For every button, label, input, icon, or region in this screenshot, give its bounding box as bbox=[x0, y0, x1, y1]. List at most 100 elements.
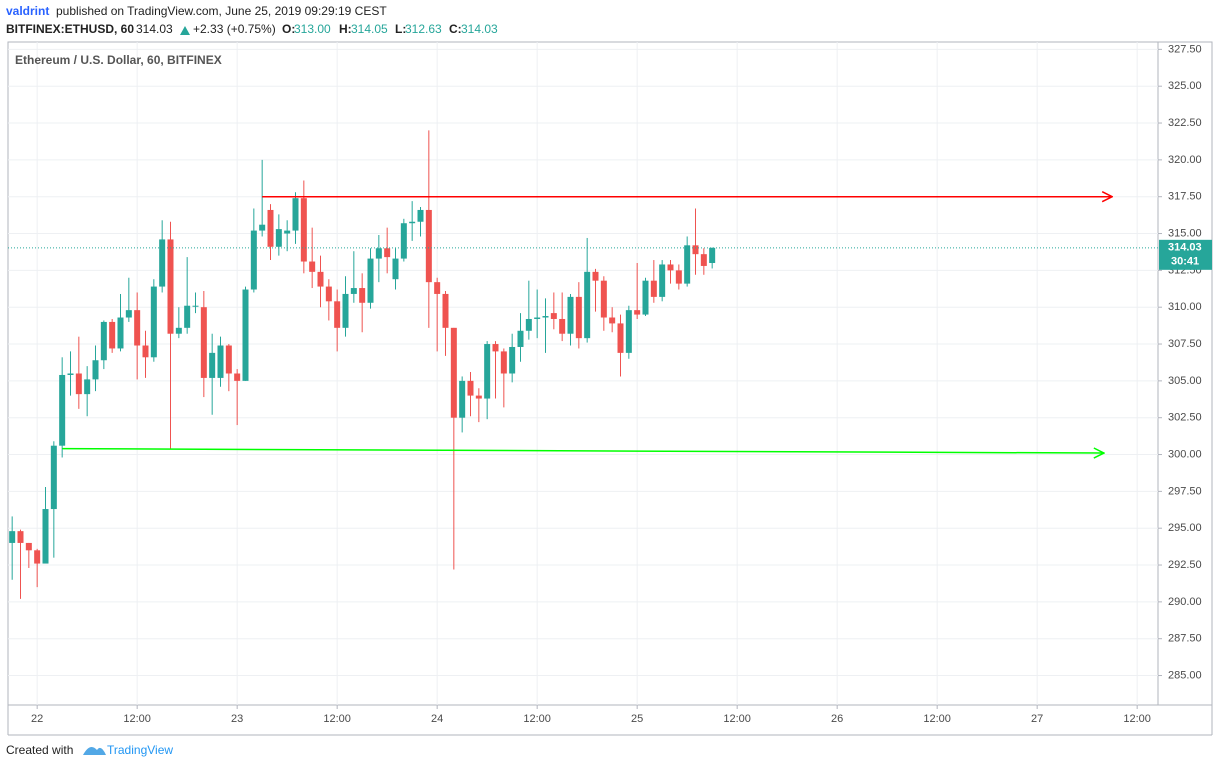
candle-body bbox=[500, 351, 507, 374]
candle-body bbox=[225, 345, 232, 374]
x-tick-label: 27 bbox=[1031, 713, 1043, 725]
symbol: BITFINEX:ETHUSD, 60 bbox=[6, 22, 134, 36]
candle-body bbox=[575, 296, 582, 339]
candle-body bbox=[75, 373, 82, 395]
candle-body bbox=[425, 209, 432, 283]
candle-body bbox=[475, 395, 482, 399]
x-tick-label: 24 bbox=[431, 713, 443, 725]
candle-body bbox=[17, 531, 24, 543]
candle-body bbox=[317, 271, 324, 287]
brand[interactable]: TradingView bbox=[107, 743, 173, 757]
candle-body bbox=[292, 198, 299, 231]
candle-body bbox=[67, 373, 74, 375]
candle-body bbox=[650, 280, 657, 297]
candle-body bbox=[309, 261, 316, 272]
candle-body bbox=[259, 224, 266, 231]
candle-body bbox=[375, 248, 382, 259]
candle-body bbox=[200, 307, 207, 378]
x-tick-label: 26 bbox=[831, 713, 843, 725]
candle-body bbox=[684, 245, 691, 284]
x-tick-label: 12:00 bbox=[323, 713, 351, 725]
ohlc-value: 314.03 bbox=[461, 22, 498, 36]
last-price: 314.03 bbox=[136, 22, 173, 36]
candle-body bbox=[675, 270, 682, 284]
candle-body bbox=[209, 352, 216, 378]
y-tick-label: 292.50 bbox=[1168, 559, 1202, 571]
candle-body bbox=[217, 345, 224, 378]
candle-body bbox=[134, 310, 141, 346]
y-tick-label: 290.00 bbox=[1168, 596, 1202, 608]
y-tick-label: 320.00 bbox=[1168, 154, 1202, 166]
y-tick-label: 305.00 bbox=[1168, 375, 1202, 387]
created-with: Created with bbox=[6, 743, 73, 757]
y-tick-label: 295.00 bbox=[1168, 522, 1202, 534]
candle-body bbox=[325, 286, 332, 302]
candle-body bbox=[84, 379, 91, 395]
candle-body bbox=[450, 327, 457, 418]
y-tick-label: 317.50 bbox=[1168, 191, 1202, 203]
candle-body bbox=[142, 345, 149, 358]
candle-body bbox=[159, 239, 166, 287]
candle-body bbox=[250, 230, 257, 290]
candle-body bbox=[559, 318, 566, 334]
x-tick-label: 12:00 bbox=[1123, 713, 1151, 725]
y-tick-label: 300.00 bbox=[1168, 448, 1202, 460]
grid bbox=[8, 42, 1158, 705]
candle-body bbox=[42, 509, 49, 564]
countdown: 30:41 bbox=[1171, 256, 1199, 268]
x-tick-label: 12:00 bbox=[723, 713, 751, 725]
candle-body bbox=[384, 248, 391, 258]
candle-body bbox=[125, 310, 132, 318]
candle-body bbox=[467, 380, 474, 396]
y-tick-label: 307.50 bbox=[1168, 338, 1202, 350]
candle-body bbox=[634, 310, 641, 315]
candle-body bbox=[600, 280, 607, 318]
y-tick-label: 327.50 bbox=[1168, 43, 1202, 55]
candle-body bbox=[659, 264, 666, 297]
candle-body bbox=[350, 288, 357, 294]
candle-body bbox=[409, 221, 416, 224]
candle-body bbox=[150, 286, 157, 358]
candle-body bbox=[242, 289, 249, 381]
frame bbox=[7, 41, 1213, 706]
candle-body bbox=[509, 346, 516, 374]
candle-body bbox=[484, 344, 491, 399]
candle-body bbox=[109, 321, 116, 349]
y-tick-label: 285.00 bbox=[1168, 669, 1202, 681]
candle-body bbox=[592, 271, 599, 281]
candle-body bbox=[267, 209, 274, 247]
candle-body bbox=[367, 258, 374, 303]
candle-body bbox=[359, 288, 366, 303]
y-tick-label: 302.50 bbox=[1168, 412, 1202, 424]
x-tick-label: 12:00 bbox=[523, 713, 551, 725]
candle-body bbox=[117, 317, 124, 349]
published: published on TradingView.com, June 25, 2… bbox=[56, 4, 387, 18]
chart-title: Ethereum / U.S. Dollar, 60, BITFINEX bbox=[15, 53, 222, 67]
candle-body bbox=[567, 296, 574, 334]
candle-body bbox=[234, 373, 241, 381]
candle-body bbox=[534, 317, 541, 319]
x-tick-label: 12:00 bbox=[923, 713, 951, 725]
candle-body bbox=[617, 323, 624, 353]
ohlc-value: 314.05 bbox=[351, 22, 388, 36]
candle-body bbox=[342, 293, 349, 328]
ohlc-label: O: bbox=[282, 22, 295, 36]
candle-body bbox=[609, 317, 616, 324]
y-tick-label: 322.50 bbox=[1168, 117, 1202, 129]
x-tick-label: 23 bbox=[231, 713, 243, 725]
author[interactable]: valdrint bbox=[6, 4, 49, 18]
candle-body bbox=[542, 316, 549, 318]
candle-body bbox=[417, 209, 424, 222]
ohlc-label: C: bbox=[449, 22, 462, 36]
last-price-label: 314.03 bbox=[1168, 242, 1202, 254]
candle-body bbox=[700, 254, 707, 266]
candle-body bbox=[167, 239, 174, 334]
candle-body bbox=[492, 344, 499, 352]
y-tick-label: 315.00 bbox=[1168, 227, 1202, 239]
ohlc-value: 313.00 bbox=[294, 22, 331, 36]
candle-body bbox=[442, 293, 449, 328]
x-tick-label: 12:00 bbox=[123, 713, 151, 725]
candle-body bbox=[667, 264, 674, 271]
